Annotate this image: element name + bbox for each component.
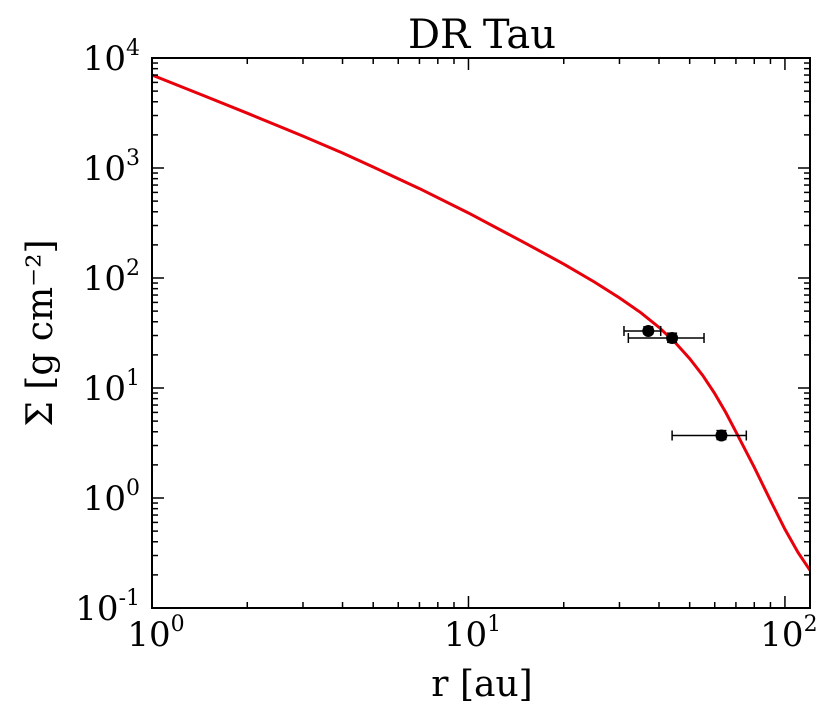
y-tick-label: 101 [83, 366, 140, 409]
chart-title: DR Tau [408, 12, 556, 58]
y-tick-label: 102 [83, 256, 140, 299]
y-tick-label: 10-1 [75, 586, 140, 629]
plot-content [152, 73, 810, 572]
plot-layer [152, 73, 810, 572]
x-tick-label: 100 [127, 612, 184, 655]
y-tick-label: 100 [83, 476, 140, 519]
data-point-3 [715, 429, 728, 442]
y-tick-label: 103 [83, 146, 140, 189]
plot-frame [151, 57, 811, 609]
x-axis-label: r [au] [431, 664, 532, 705]
x-tick-label: 102 [760, 612, 817, 655]
x-tick-label: 101 [444, 612, 501, 655]
model-curve-line [152, 73, 810, 572]
data-point-2 [666, 331, 679, 344]
y-axis-label: Σ [g cm⁻²] [20, 239, 61, 426]
y-tick-label: 104 [83, 36, 140, 79]
data-point-1 [642, 324, 655, 337]
